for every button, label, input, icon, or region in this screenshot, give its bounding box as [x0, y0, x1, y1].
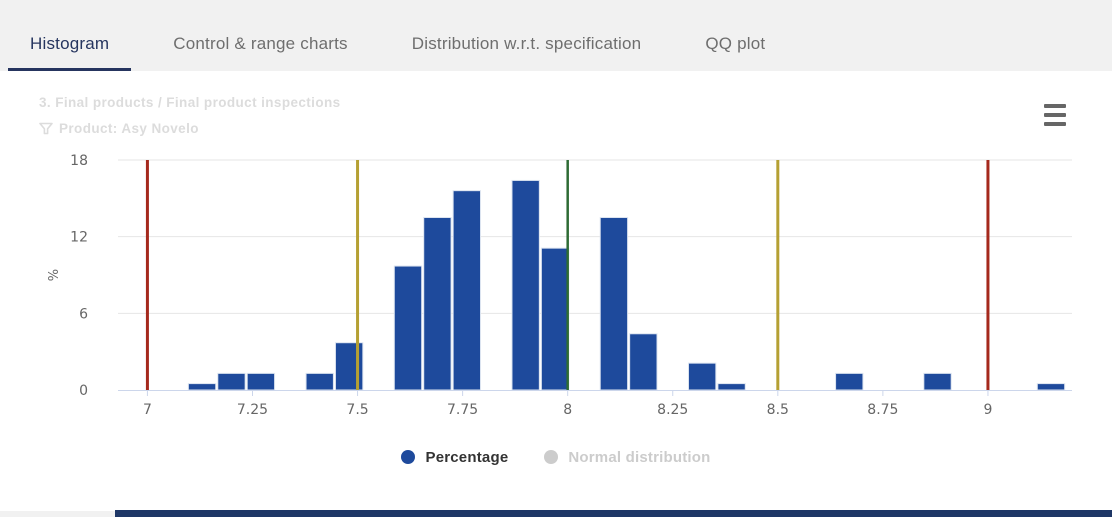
chart-card: 3. Final products / Final product inspec… — [0, 71, 1112, 511]
histogram-bar[interactable] — [246, 372, 276, 391]
legend-marker-icon — [401, 450, 416, 464]
histogram-bar[interactable] — [305, 372, 334, 391]
filter-icon — [39, 122, 53, 135]
x-axis-label: 8 — [563, 402, 572, 418]
tab-qq-plot[interactable]: QQ plot — [683, 34, 787, 71]
histogram-bar[interactable] — [187, 383, 217, 391]
x-axis-label: 9 — [983, 402, 992, 418]
legend-item-percentage[interactable]: Percentage — [401, 449, 508, 466]
histogram-bar[interactable] — [923, 372, 952, 391]
x-axis-label: 7.25 — [237, 402, 268, 418]
histogram-bar[interactable] — [717, 383, 746, 391]
tab-control-range-charts[interactable]: Control & range charts — [151, 34, 369, 71]
y-axis-label: 0 — [79, 383, 88, 399]
tab-distribution-w-r-t-specification[interactable]: Distribution w.r.t. specification — [390, 34, 664, 71]
legend-label: Percentage — [425, 448, 509, 466]
bottom-accent-bar — [115, 510, 1112, 517]
x-axis-label: 8.25 — [657, 402, 688, 418]
y-axis-label: 12 — [70, 230, 88, 246]
histogram-bar[interactable] — [217, 372, 246, 391]
hamburger-icon — [1044, 122, 1066, 126]
histogram-bar[interactable] — [540, 247, 570, 391]
histogram-bar[interactable] — [423, 217, 452, 391]
hamburger-icon — [1044, 113, 1066, 117]
chart-title: 3. Final products / Final product inspec… — [39, 95, 341, 110]
legend-item-normal-distribution[interactable]: Normal distribution — [544, 449, 710, 466]
chart-filter: Product: Asy Novelo — [39, 121, 199, 136]
x-axis-label: 7 — [143, 402, 152, 418]
histogram-bar[interactable] — [629, 333, 658, 391]
x-axis-label: 8.75 — [867, 402, 898, 418]
histogram-plot: 7 7.25 7.5 7.75 8 8.25 8.5 8.75 9 0 6 12 18% — [47, 153, 1072, 418]
x-axis-label: 8.5 — [767, 402, 789, 418]
histogram-bar[interactable] — [452, 190, 481, 391]
x-axis-label: 7.75 — [447, 402, 478, 418]
histogram-bar[interactable] — [511, 179, 540, 391]
hamburger-icon — [1044, 104, 1066, 108]
chart-filter-label: Product: Asy Novelo — [59, 121, 199, 136]
histogram-bar[interactable] — [687, 362, 717, 391]
histogram-bar[interactable] — [1036, 383, 1066, 391]
x-axis-label: 7.5 — [346, 402, 368, 418]
histogram-bar[interactable] — [835, 372, 864, 391]
tab-histogram[interactable]: Histogram — [8, 34, 132, 71]
histogram-bar[interactable] — [393, 265, 423, 391]
tab-bar: Histogram Control & range charts Distribut… — [0, 0, 1112, 71]
legend-marker-icon — [544, 450, 559, 464]
legend-label: Normal distribution — [568, 448, 711, 466]
chart-menu-button[interactable] — [1040, 102, 1070, 128]
y-axis-label: 6 — [79, 306, 88, 322]
y-axis-title: % — [47, 269, 62, 281]
chart-legend: Percentage Normal distribution — [0, 443, 1112, 471]
y-axis-label: 18 — [70, 153, 88, 169]
histogram-bar[interactable] — [599, 217, 629, 391]
